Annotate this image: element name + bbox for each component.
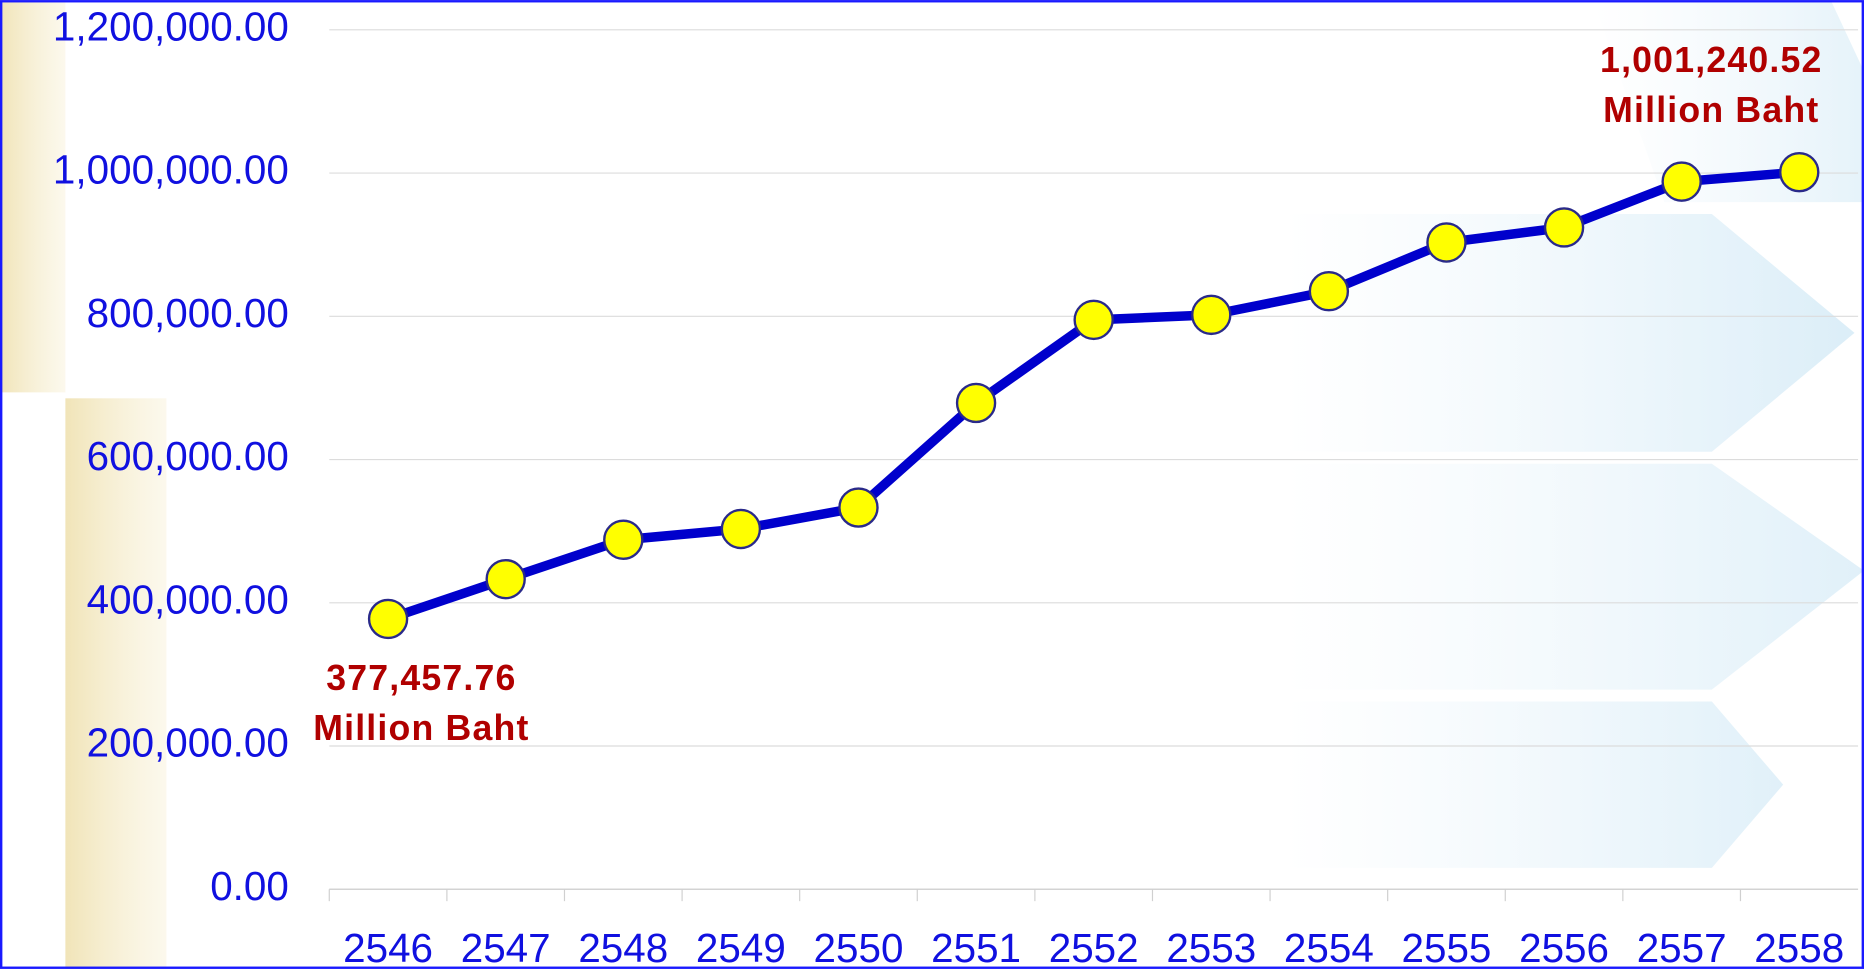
data-point (1663, 163, 1701, 201)
x-tick-label: 2557 (1637, 925, 1727, 969)
y-tick-label: 200,000.00 (87, 720, 289, 766)
x-tick-label: 2552 (1049, 925, 1139, 969)
x-tick-label: 2555 (1402, 925, 1492, 969)
data-point (722, 510, 760, 548)
y-tick-label: 0.00 (210, 863, 289, 909)
x-tick-label: 2551 (931, 925, 1021, 969)
background-decoration (0, 0, 1864, 969)
x-tick-label: 2554 (1284, 925, 1374, 969)
data-point (487, 560, 525, 598)
data-point (1075, 301, 1113, 339)
y-tick-label: 1,200,000.00 (53, 3, 289, 49)
x-tick-label: 2553 (1166, 925, 1256, 969)
x-tick-label: 2558 (1754, 925, 1844, 969)
data-point (1545, 208, 1583, 246)
data-point (369, 600, 407, 638)
data-point (1310, 272, 1348, 310)
data-point (1192, 296, 1230, 334)
x-tick-label: 2549 (696, 925, 786, 969)
data-label: 1,001,240.52 (1600, 40, 1822, 80)
data-label-unit: Million Baht (1603, 90, 1819, 130)
page: {"chart_data": { "type": "line", "catego… (0, 0, 1864, 969)
chart: 0.00 200,000.00 400,000.00 600,000.00 800,00… (0, 0, 1864, 969)
data-point (957, 384, 995, 422)
y-tick-label: 400,000.00 (87, 576, 289, 622)
y-tick-label: 800,000.00 (87, 290, 289, 336)
data-point (839, 489, 877, 527)
x-tick-label: 2556 (1519, 925, 1609, 969)
data-point (604, 521, 642, 559)
x-tick-label: 2550 (814, 925, 904, 969)
x-tick-label: 2546 (343, 925, 433, 969)
x-tick-label: 2547 (461, 925, 551, 969)
data-label-unit: Million Baht (313, 708, 529, 748)
x-tick-label: 2548 (578, 925, 668, 969)
data-point (1780, 153, 1818, 191)
data-point (1427, 223, 1465, 261)
y-tick-label: 1,000,000.00 (53, 147, 289, 193)
y-tick-label: 600,000.00 (87, 433, 289, 479)
data-label: 377,457.76 (326, 658, 516, 698)
